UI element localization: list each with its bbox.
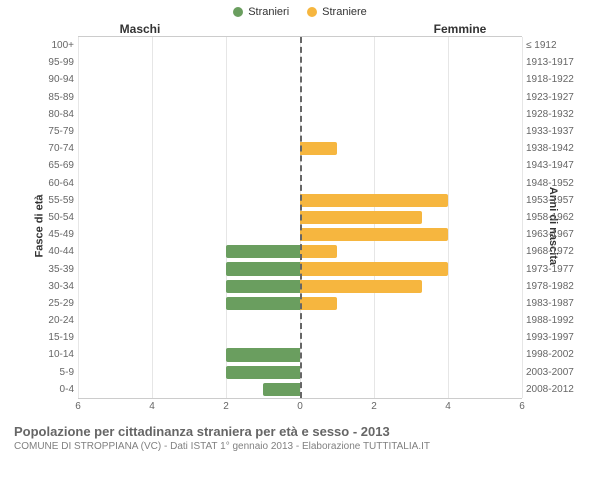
birth-label: 1948-1952 [526, 178, 582, 189]
column-headers: Maschi Femmine [0, 22, 600, 36]
birth-label: 1953-1957 [526, 195, 582, 206]
bar-female [300, 262, 448, 275]
age-label: 10-14 [30, 349, 74, 360]
birth-label: 1913-1917 [526, 57, 582, 68]
birth-label: 1933-1937 [526, 126, 582, 137]
bar-male [226, 348, 300, 361]
age-label: 15-19 [30, 332, 74, 343]
age-label: 90-94 [30, 74, 74, 85]
x-axis: 6 4 2 0 2 4 6 [78, 398, 522, 416]
birth-label: 1923-1927 [526, 92, 582, 103]
bar-female [300, 142, 337, 155]
bar-male [263, 383, 300, 396]
birth-label: 1943-1947 [526, 160, 582, 171]
age-label: 20-24 [30, 315, 74, 326]
footer: Popolazione per cittadinanza straniera p… [0, 416, 600, 452]
birth-label: 1968-1972 [526, 246, 582, 257]
birth-label: 1958-1962 [526, 212, 582, 223]
birth-label: 1978-1982 [526, 281, 582, 292]
age-label: 75-79 [30, 126, 74, 137]
birth-label: ≤ 1912 [526, 40, 582, 51]
bar-female [300, 297, 337, 310]
female-swatch [307, 7, 317, 17]
birth-label: 1993-1997 [526, 332, 582, 343]
x-tick: 4 [445, 401, 451, 412]
age-label: 0-4 [30, 384, 74, 395]
chart: Fasce di età Anni di nascita 100+≤ 19129… [20, 36, 580, 416]
age-label: 35-39 [30, 264, 74, 275]
bar-female [300, 211, 422, 224]
bar-female [300, 228, 448, 241]
age-label: 55-59 [30, 195, 74, 206]
birth-label: 1928-1932 [526, 109, 582, 120]
bar-male [226, 297, 300, 310]
birth-label: 1998-2002 [526, 349, 582, 360]
birth-label: 1918-1922 [526, 74, 582, 85]
bar-female [300, 245, 337, 258]
birth-label: 1973-1977 [526, 264, 582, 275]
age-label: 70-74 [30, 143, 74, 154]
age-label: 40-44 [30, 246, 74, 257]
x-tick: 4 [149, 401, 155, 412]
age-label: 25-29 [30, 298, 74, 309]
legend-item-male: Stranieri [233, 6, 289, 18]
birth-label: 1938-1942 [526, 143, 582, 154]
birth-label: 1963-1967 [526, 229, 582, 240]
center-divider [300, 37, 302, 398]
legend: Stranieri Straniere [0, 0, 600, 18]
birth-label: 2008-2012 [526, 384, 582, 395]
bar-male [226, 280, 300, 293]
age-label: 85-89 [30, 92, 74, 103]
age-label: 65-69 [30, 160, 74, 171]
bar-male [226, 245, 300, 258]
age-label: 30-34 [30, 281, 74, 292]
age-label: 80-84 [30, 109, 74, 120]
birth-label: 1988-1992 [526, 315, 582, 326]
age-label: 45-49 [30, 229, 74, 240]
bar-male [226, 366, 300, 379]
age-label: 95-99 [30, 57, 74, 68]
age-label: 60-64 [30, 178, 74, 189]
footer-subtitle: COMUNE DI STROPPIANA (VC) - Dati ISTAT 1… [14, 441, 586, 452]
x-tick: 6 [519, 401, 525, 412]
birth-label: 1983-1987 [526, 298, 582, 309]
age-label: 50-54 [30, 212, 74, 223]
age-label: 100+ [30, 40, 74, 51]
x-tick: 0 [297, 401, 303, 412]
legend-item-female: Straniere [307, 6, 367, 18]
plot-area: 100+≤ 191295-991913-191790-941918-192285… [78, 36, 522, 416]
legend-label-male: Stranieri [248, 6, 289, 18]
bar-female [300, 194, 448, 207]
age-label: 5-9 [30, 367, 74, 378]
x-tick: 2 [371, 401, 377, 412]
legend-label-female: Straniere [322, 6, 367, 18]
grid-line [522, 37, 523, 398]
birth-label: 2003-2007 [526, 367, 582, 378]
header-male: Maschi [0, 22, 300, 36]
x-tick: 2 [223, 401, 229, 412]
footer-title: Popolazione per cittadinanza straniera p… [14, 424, 586, 439]
bar-female [300, 280, 422, 293]
bar-male [226, 262, 300, 275]
male-swatch [233, 7, 243, 17]
x-tick: 6 [75, 401, 81, 412]
header-female: Femmine [300, 22, 600, 36]
